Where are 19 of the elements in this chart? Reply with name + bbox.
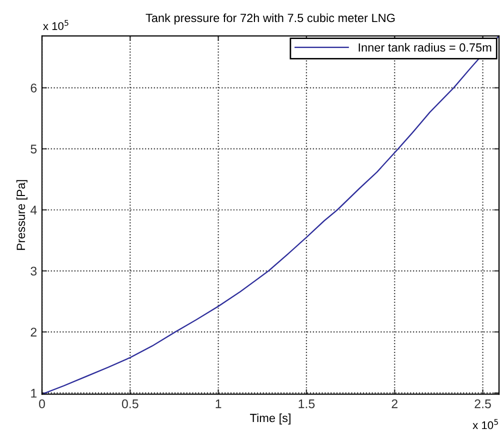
x-tick-label: 1 (216, 400, 222, 408)
text: x 10$^{5}$ (472, 419, 498, 430)
x-tick-label: 2.5 (474, 399, 491, 408)
x-tick-label: 0.5 (122, 399, 138, 408)
chart-title: Tank pressure for 72h with 7.5 cubic meter LNG (146, 13, 395, 24)
y-tick-label: 4 (30, 206, 37, 214)
legend-label: Inner tank radius = 0.75m (358, 43, 492, 52)
y-tick-label: 5 (30, 144, 37, 154)
x-tick-label: 1.5 (298, 400, 315, 408)
y-tick-label: 3 (30, 266, 37, 276)
y-axis-title: Pressure [Pa] (16, 180, 28, 250)
x-tick-label: 0 (39, 399, 45, 408)
line-series (42, 36, 499, 394)
y-tick-label: 6 (30, 84, 37, 92)
x-tick-label: 2 (392, 399, 398, 408)
y-tick-label: 1 (31, 388, 37, 398)
text: x 10$^{5}$ (43, 20, 68, 30)
y-tick-label: 2 (30, 328, 37, 336)
x-axis-title: Time [s] (250, 413, 290, 424)
